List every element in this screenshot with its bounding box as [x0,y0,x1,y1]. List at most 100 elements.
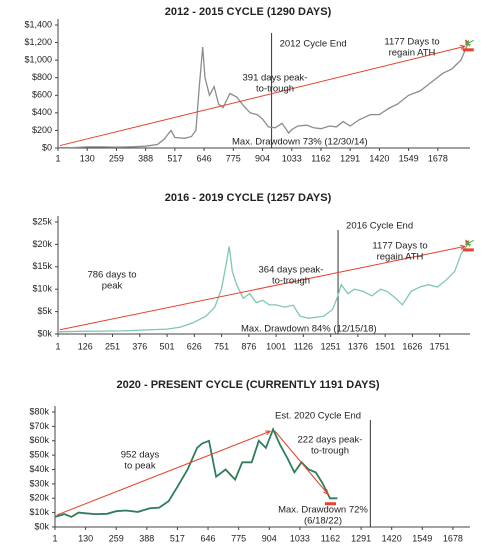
x-tick-label: 517 [167,153,182,163]
x-tick-label: 1251 [321,341,341,351]
arrow-head [464,40,471,45]
x-tick-label: 646 [201,533,216,543]
annotation: 1177 Days to [384,37,439,48]
arrow-head [459,44,466,50]
x-tick-label: 1291 [351,533,371,543]
y-tick-label: $400 [32,107,52,117]
x-tick-label: 1376 [348,341,368,351]
annotation: regain ATH [377,252,424,263]
x-tick-label: 1162 [321,533,340,543]
annotation: 1177 Days to [372,241,427,252]
y-tick-label: $5k [37,306,52,316]
x-tick-label: 130 [80,153,95,163]
annotation: to peak [124,461,155,472]
arrow-head [265,430,272,436]
y-tick-label: $30k [29,478,49,488]
y-tick-label: $15k [32,261,52,271]
price-line [54,426,338,518]
arrow [274,430,329,495]
x-tick-label: 259 [109,153,124,163]
chart-title: 2016 - 2019 CYCLE (1257 DAYS) [165,192,332,204]
x-tick-label: 1678 [443,533,463,543]
y-tick-label: $60k [29,435,49,445]
x-tick-label: 501 [160,341,175,351]
arrow [59,45,465,147]
x-tick-label: 1549 [412,533,432,543]
annotation: regain ATH [389,48,436,59]
x-tick-label: 388 [138,153,153,163]
x-tick-label: 1626 [402,341,422,351]
y-tick-label: $0k [34,521,49,531]
x-tick-label: 904 [255,153,270,163]
x-tick-label: 1001 [266,341,286,351]
annotation: to-trough [272,276,310,287]
x-tick-label: 376 [132,341,147,351]
y-tick-label: $800 [32,72,52,82]
x-tick-label: 126 [78,341,93,351]
y-tick-label: $80k [29,406,49,416]
arrow [465,39,474,45]
y-tick-label: $0 [42,142,52,152]
x-tick-label: 646 [197,153,212,163]
y-tick-label: $50k [29,450,49,460]
chart-title: 2020 - PRESENT CYCLE (CURRENTLY 1191 DAY… [116,379,379,391]
y-tick-label: $600 [32,90,52,100]
x-tick-label: 1033 [290,533,310,543]
x-tick-label: 626 [187,341,202,351]
annotation: 786 days to [87,270,136,281]
x-tick-label: 251 [105,341,120,351]
price-line [57,244,469,333]
chart-title: 2012 - 2015 CYCLE (1290 DAYS) [165,6,332,18]
y-tick-label: $40k [29,464,49,474]
arrow-head [459,244,466,250]
price-line [58,44,469,149]
annotation: 391 days peak- [243,73,308,84]
x-tick-label: 775 [226,153,241,163]
cycle-end-label: Est. 2020 Cycle End [275,411,361,422]
arrow-head [323,489,329,496]
annotation: (6/18/22) [304,516,342,527]
y-tick-label: $20k [29,493,49,503]
x-tick-label: 1549 [399,153,419,163]
y-tick-label: $1,400 [24,19,52,29]
annotation: 952 days [121,450,160,461]
arrow-head [464,240,471,245]
y-tick-label: $20k [32,239,52,249]
x-tick-label: 1751 [430,341,450,351]
annotation: Max. Drawdown 73% (12/30/14) [232,137,368,148]
y-tick-label: $1,200 [24,37,52,47]
x-tick-label: 1 [55,341,60,351]
drawdown-marker [462,248,474,252]
x-tick-label: 517 [170,533,185,543]
x-tick-label: 1420 [382,533,402,543]
x-tick-label: 1126 [294,341,313,351]
arrow [465,239,475,245]
x-tick-label: 1 [55,153,60,163]
x-tick-label: 1291 [340,153,360,163]
cycle-end-label: 2012 Cycle End [280,39,347,50]
annotation: Max. Drawdown 84% (12/15/18) [241,324,377,335]
x-tick-label: 259 [109,533,124,543]
arrow [56,430,271,516]
arrow [59,245,465,331]
drawdown-marker [325,502,337,506]
annotation: 222 days peak- [298,435,363,446]
y-tick-label: $70k [29,421,49,431]
annotation: 364 days peak- [259,265,324,276]
y-tick-label: $10k [29,507,49,517]
drawdown-marker [462,48,474,52]
annotation: Max. Drawdown 72% [278,505,368,516]
y-tick-label: $0k [37,328,52,338]
x-tick-label: 1501 [375,341,395,351]
cycle-end-label: 2016 Cycle End [346,221,413,232]
x-tick-label: 388 [139,533,154,543]
x-tick-label: 775 [231,533,246,543]
y-tick-label: $1,000 [24,55,52,65]
y-tick-label: $10k [32,284,52,294]
annotation: peak [102,281,123,292]
annotation: to-trough [311,446,349,457]
y-tick-label: $200 [32,125,52,135]
x-tick-label: 1162 [311,153,330,163]
y-tick-label: $25k [32,216,52,226]
